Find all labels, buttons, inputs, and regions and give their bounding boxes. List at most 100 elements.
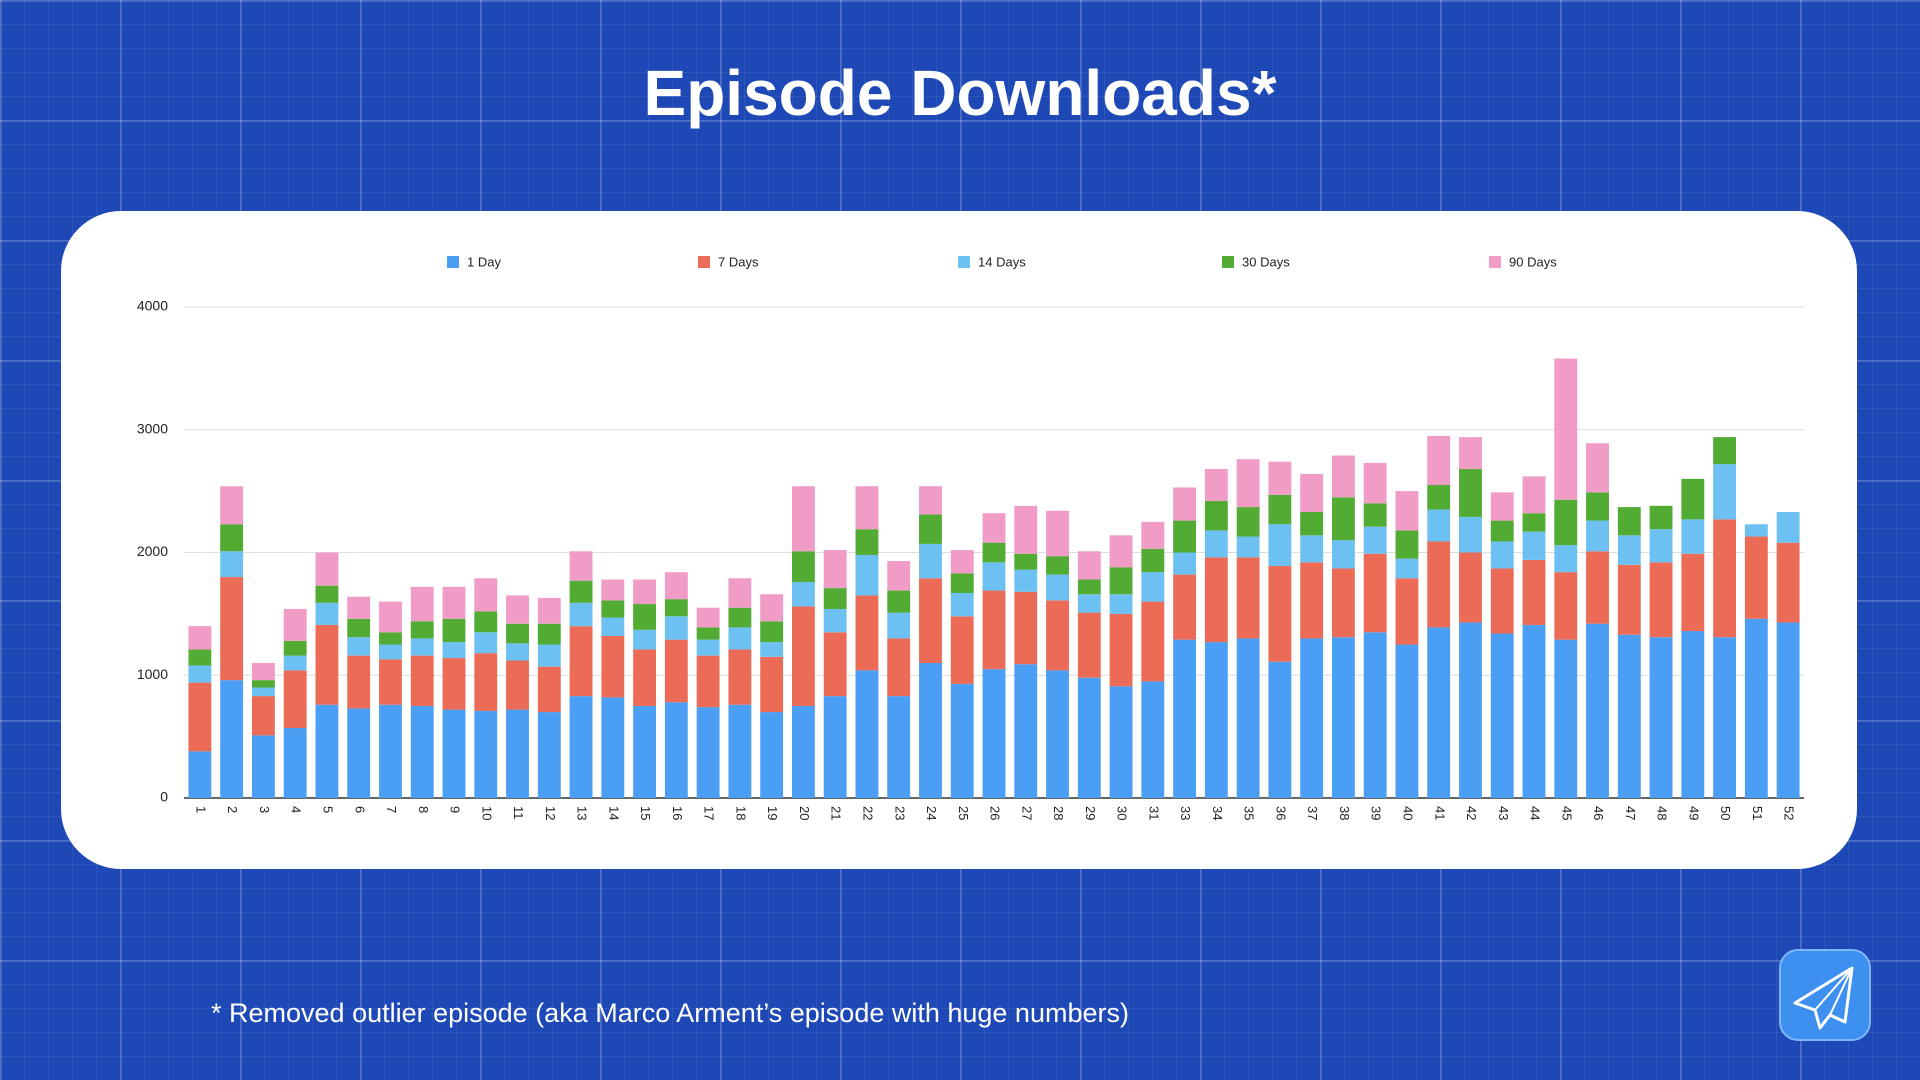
x-tick-label: 40 [1401,806,1416,820]
bar-segment [1109,535,1133,568]
bar-segment [283,608,307,641]
bar-segment [410,655,434,706]
bar-segment [760,642,784,657]
x-tick-label: 31 [1146,806,1161,820]
bar-segment [1490,568,1514,634]
bar-segment [537,712,561,798]
bar-segment [1077,579,1101,595]
bar-segment [1617,564,1641,635]
x-tick-label: 50 [1718,806,1733,820]
bar-segment [251,687,275,697]
bar-segment [1395,530,1419,559]
bar-segment [1363,526,1387,554]
bar-segment [1204,500,1228,531]
bar-segment [1331,568,1355,638]
bar-segment [1077,612,1101,678]
x-tick-label: 27 [1019,806,1034,820]
bar-segment [1363,553,1387,633]
bar-segment [188,751,212,798]
bar-segment [1681,553,1705,632]
bar-segment [251,680,275,688]
bar-segment [1744,536,1768,619]
bar-segment [410,621,434,639]
bar-segment [1522,624,1546,798]
bar-segment [442,586,466,619]
bar-segment [664,572,688,600]
bar-segment [1395,491,1419,531]
bar-segment [601,697,625,798]
bar-segment [855,486,879,530]
bar-segment [1776,622,1800,798]
bar-segment [1236,557,1260,639]
y-tick-label: 3000 [137,420,168,436]
bar-segment [188,665,212,683]
bar-segment [1681,631,1705,798]
bar-segment [379,632,402,645]
bar-segment [1427,484,1451,510]
bar-segment [506,660,529,710]
bar-segment [569,602,593,627]
bar-segment [474,578,498,612]
bar-segment [1077,677,1101,798]
x-tick-label: 46 [1591,806,1606,820]
bar-segment [1046,600,1069,671]
bar-segment [1014,591,1038,665]
y-tick-label: 0 [160,789,168,805]
bar-segment [1300,562,1324,639]
bar-segment [1109,686,1133,798]
bar-segment [442,658,466,710]
bar-segment [315,704,339,798]
bar-segment [982,669,1006,798]
bar-segment [569,551,593,581]
x-tick-label: 5 [321,806,336,813]
x-tick-label: 16 [670,806,685,820]
x-tick-label: 26 [988,806,1003,820]
bar-segment [664,599,688,617]
bar-segment [410,638,434,656]
bar-segment [1681,478,1705,520]
bar-segment [1490,520,1514,542]
bar-segment [1427,627,1451,798]
bar-segment [728,649,752,705]
bar-segment [315,624,339,705]
x-tick-label: 10 [479,806,494,820]
bar-segment [1173,520,1197,553]
bar-segment [1046,510,1069,557]
bar-segment [823,588,847,609]
footnote: * Removed outlier episode (aka Marco Arm… [211,998,1129,1028]
bar-segment [1522,513,1546,532]
bar-segment [919,514,942,544]
bar-segment [283,640,307,656]
bar-segment [379,659,402,705]
bar-segment [1522,476,1546,514]
legend-label: 1 Day [467,254,501,269]
x-tick-label: 8 [416,806,431,813]
bar-segment [1014,664,1038,798]
bar-segment [347,708,371,798]
x-tick-label: 4 [289,806,304,813]
bar-segment [1427,541,1451,628]
bar-segment [823,632,847,697]
x-tick-label: 7 [384,806,399,813]
bar-segment [1141,572,1165,602]
bar-segment [442,618,466,643]
bar-segment [1204,642,1228,798]
bar-segment [1268,494,1292,525]
bar-segment [633,649,657,706]
bar-segment [1046,556,1069,575]
bar-segment [1586,492,1609,521]
x-tick-label: 38 [1337,806,1352,820]
x-tick-label: 47 [1623,806,1638,820]
bar-segment [791,606,815,706]
bar-segment [982,513,1006,543]
x-tick-label: 22 [861,806,876,820]
bar-segment [1649,562,1673,638]
x-tick-label: 17 [702,806,717,820]
bar-segment [791,551,815,582]
bar-segment [919,578,942,663]
x-tick-label: 51 [1750,806,1765,820]
bar-segment [379,644,402,660]
bar-segment [251,696,275,736]
bar-segment [537,644,561,667]
